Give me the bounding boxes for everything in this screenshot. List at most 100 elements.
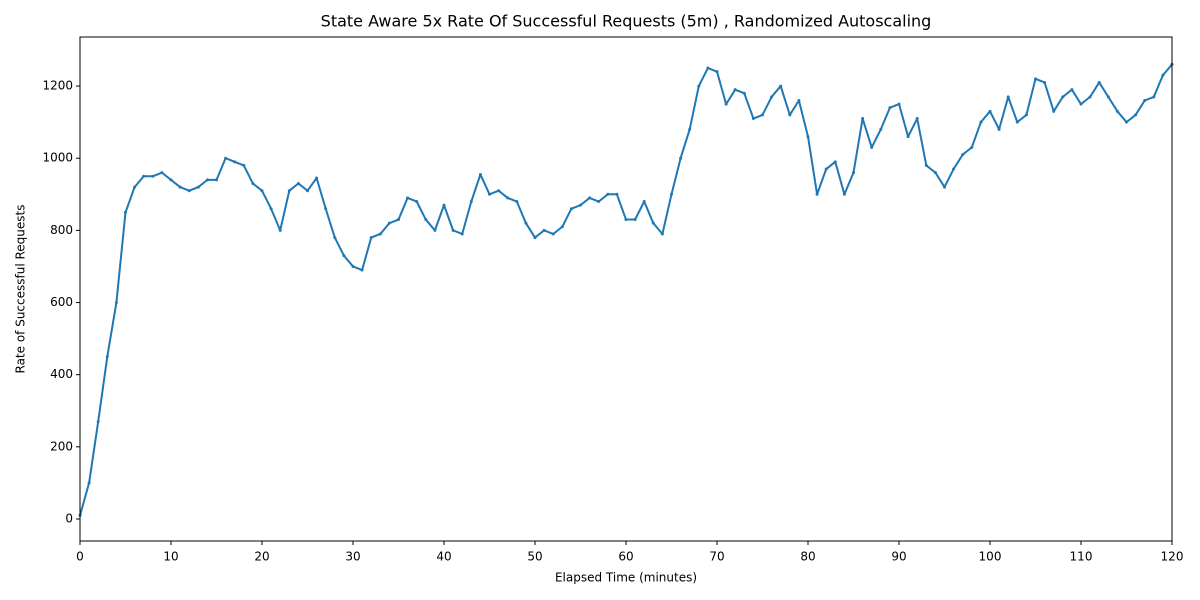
- point: [660, 232, 664, 236]
- point: [342, 254, 346, 258]
- point: [387, 221, 391, 225]
- point: [606, 192, 610, 196]
- point: [142, 174, 146, 178]
- point: [187, 189, 191, 193]
- point: [269, 207, 273, 211]
- point: [779, 84, 783, 88]
- point: [633, 218, 637, 222]
- point: [679, 156, 683, 160]
- point: [724, 102, 728, 106]
- point: [579, 203, 582, 207]
- point: [697, 84, 701, 88]
- point: [105, 355, 109, 359]
- x-tick-label: 100: [979, 550, 1002, 564]
- point: [770, 95, 774, 99]
- x-tick-label: 80: [800, 550, 815, 564]
- point: [970, 145, 974, 149]
- y-tick-label: 1000: [42, 151, 73, 165]
- point: [597, 200, 601, 204]
- point: [1106, 95, 1110, 99]
- point: [1152, 95, 1156, 99]
- point: [415, 200, 419, 204]
- point: [842, 192, 846, 196]
- point: [260, 189, 264, 193]
- point: [524, 221, 528, 225]
- x-tick-label: 120: [1161, 550, 1184, 564]
- x-tick-label: 20: [254, 550, 269, 564]
- point: [706, 66, 710, 70]
- point: [833, 160, 837, 164]
- point: [897, 102, 901, 106]
- point: [442, 203, 446, 207]
- point: [533, 236, 537, 240]
- point: [761, 113, 764, 117]
- point: [870, 145, 874, 149]
- point: [124, 210, 127, 214]
- point: [406, 196, 410, 200]
- x-tick-label: 10: [163, 550, 178, 564]
- point: [1088, 95, 1092, 99]
- point: [852, 171, 855, 175]
- x-tick-label: 60: [618, 550, 633, 564]
- y-tick-label: 400: [50, 367, 73, 381]
- point: [1052, 109, 1056, 113]
- point: [451, 228, 455, 232]
- point: [715, 70, 719, 74]
- x-tick-label: 50: [527, 550, 542, 564]
- point: [215, 178, 218, 182]
- point: [397, 218, 400, 222]
- y-tick-label: 0: [65, 511, 73, 525]
- point: [1143, 98, 1147, 102]
- point: [87, 481, 91, 485]
- point: [515, 200, 519, 204]
- point: [460, 232, 464, 236]
- point: [278, 228, 282, 232]
- point: [1070, 88, 1074, 92]
- point: [433, 228, 437, 232]
- y-tick-label: 600: [50, 295, 73, 309]
- point: [888, 106, 892, 110]
- point: [642, 200, 646, 204]
- point: [979, 120, 983, 124]
- x-tick-label: 0: [76, 550, 84, 564]
- x-tick-label: 90: [891, 550, 906, 564]
- point: [151, 174, 155, 178]
- point: [861, 117, 865, 121]
- y-tick-label: 1200: [42, 79, 73, 93]
- point: [879, 127, 883, 131]
- y-tick-label: 800: [50, 223, 73, 237]
- point: [651, 221, 655, 225]
- point: [988, 109, 992, 113]
- point: [478, 172, 482, 176]
- point: [624, 218, 628, 222]
- point: [933, 171, 937, 175]
- point: [751, 117, 755, 121]
- x-tick-label: 110: [1070, 550, 1093, 564]
- point: [233, 160, 237, 164]
- point: [96, 420, 100, 424]
- point: [1043, 80, 1047, 84]
- point: [797, 98, 801, 102]
- point: [196, 185, 200, 189]
- point: [569, 207, 573, 211]
- point: [1134, 113, 1138, 117]
- point: [160, 171, 164, 175]
- point: [924, 163, 928, 167]
- point: [997, 127, 1001, 131]
- point: [224, 156, 228, 160]
- point: [615, 192, 619, 196]
- point: [251, 181, 255, 185]
- y-axis-label: Rate of Successful Requests: [14, 205, 28, 374]
- point: [424, 218, 428, 222]
- point: [378, 232, 382, 236]
- point: [1006, 95, 1010, 99]
- plot-frame: [79, 36, 1173, 542]
- point: [906, 135, 910, 139]
- point: [360, 268, 364, 272]
- point: [333, 236, 337, 240]
- point: [1034, 77, 1037, 81]
- point: [1097, 80, 1101, 84]
- x-tick-label: 70: [709, 550, 724, 564]
- point: [242, 163, 246, 167]
